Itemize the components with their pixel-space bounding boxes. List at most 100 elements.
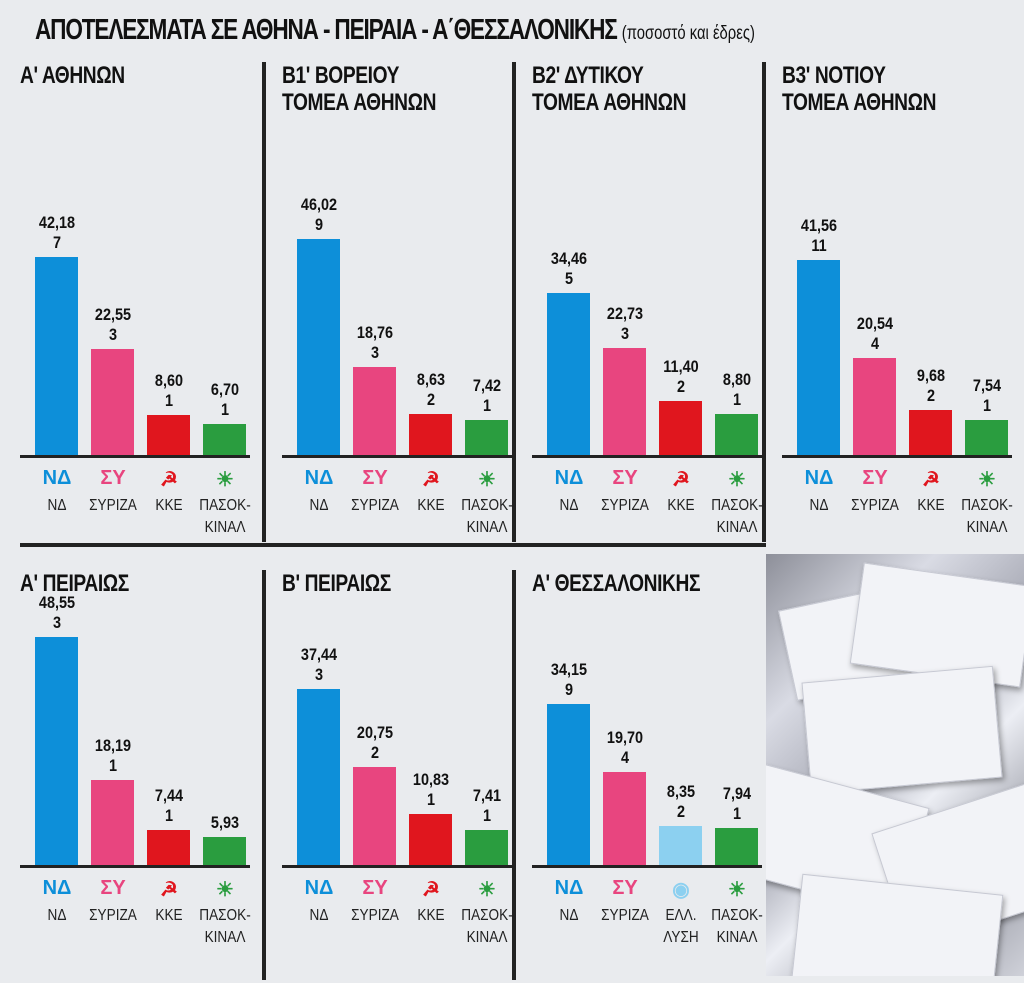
panel-divider bbox=[262, 570, 266, 980]
value-label: 20,54 4 bbox=[845, 314, 905, 354]
party-name: ΝΔ bbox=[309, 497, 329, 514]
seats-label: 1 bbox=[108, 755, 118, 775]
party-name: ΣΥΡΙΖΑ bbox=[89, 497, 137, 514]
percentage-label: 18,76 bbox=[356, 322, 394, 342]
panel-title: Α' ΠΕΙΡΑΙΩΣ bbox=[20, 570, 129, 597]
title-text: ΑΠΟΤΕΛΕΣΜΑΤΑ ΣΕ ΑΘΗΝΑ - ΠΕΙΡΑΙΑ - Α΄ΘΕΣΣ… bbox=[35, 14, 618, 46]
syriza-logo: ΣΥ bbox=[100, 877, 126, 899]
value-label: 34,46 5 bbox=[539, 249, 599, 289]
bar bbox=[297, 238, 340, 455]
seats-label: 4 bbox=[620, 748, 630, 768]
panel-title: Α' ΘΕΣΣΑΛΟΝΙΚΗΣ bbox=[532, 570, 701, 597]
bar bbox=[715, 827, 758, 865]
party-name: ΝΔ bbox=[309, 907, 329, 924]
chart-panel: Α' ΠΕΙΡΑΙΩΣ 48,55 3 ΝΔ ΝΔ 18,19 1 ΣΥ ΣΥΡΙΖΑ 7,44 1… bbox=[0, 570, 251, 980]
syriza-logo: ΣΥ bbox=[612, 467, 638, 489]
seats-label: 3 bbox=[620, 324, 630, 344]
percentage-label: 8,80 bbox=[722, 369, 752, 389]
bar bbox=[297, 689, 340, 865]
value-label: 11,40 2 bbox=[651, 357, 711, 397]
chart-panel: Β2' ΔΥΤΙΚΟΥ ΤΟΜΕΑ ΑΘΗΝΩΝ 34,46 5 ΝΔ ΝΔ 22,73 3… bbox=[512, 62, 763, 542]
party-name: ΣΥΡΙΖΑ bbox=[601, 907, 649, 924]
party-name: ΠΑΣΟΚ- ΚΙΝΑΛ bbox=[461, 497, 513, 536]
party-name: ΝΔ bbox=[559, 497, 579, 514]
bar bbox=[91, 779, 134, 865]
party-name: ΠΑΣΟΚ- ΚΙΝΑΛ bbox=[711, 907, 763, 946]
chart-panel: Β3' ΝΟΤΙΟΥ ΤΟΜΕΑ ΑΘΗΝΩΝ 41,56 11 ΝΔ ΝΔ 20,54 4… bbox=[762, 62, 1013, 542]
percentage-label: 22,55 bbox=[94, 305, 132, 324]
party-name: ΣΥΡΙΖΑ bbox=[351, 497, 399, 514]
pasok-sun-icon: ☀ bbox=[216, 879, 234, 901]
chart-panel: Α' ΑΘΗΝΩΝ 42,18 7 ΝΔ ΝΔ 22,55 3 ΣΥ ΣΥΡΙΖΑ 8,60 1 ☭ Κ… bbox=[0, 62, 251, 542]
value-label: 8,80 1 bbox=[707, 370, 767, 410]
percentage-label: 8,63 bbox=[416, 370, 446, 390]
hammer-sickle-icon: ☭ bbox=[922, 469, 940, 491]
baseline-axis bbox=[532, 865, 762, 868]
percentage-label: 11,40 bbox=[663, 357, 699, 377]
hammer-sickle-icon: ☭ bbox=[422, 879, 440, 901]
ΝΔ-logo: ΝΔ bbox=[554, 877, 584, 899]
value-label: 48,55 3 bbox=[27, 593, 87, 633]
seats-label: 2 bbox=[676, 377, 686, 397]
syriza-logo: ΣΥ bbox=[100, 467, 126, 489]
percentage-label: 8,35 bbox=[666, 781, 696, 801]
bar bbox=[797, 259, 840, 455]
baseline-axis bbox=[282, 865, 512, 868]
bar bbox=[353, 767, 396, 865]
panel-divider bbox=[512, 570, 516, 980]
value-label: 6,70 1 bbox=[195, 380, 255, 420]
bar bbox=[659, 825, 702, 865]
panel-title: Β3' ΝΟΤΙΟΥ ΤΟΜΕΑ ΑΘΗΝΩΝ bbox=[782, 62, 937, 116]
value-label: 10,83 1 bbox=[401, 770, 461, 810]
bar bbox=[465, 420, 508, 455]
bar bbox=[465, 830, 508, 865]
bar bbox=[147, 414, 190, 455]
value-label: 7,54 1 bbox=[957, 376, 1017, 416]
seats-label: 1 bbox=[982, 395, 992, 415]
pasok-sun-icon: ☀ bbox=[478, 879, 496, 901]
percentage-label: 34,15 bbox=[550, 660, 588, 680]
bar bbox=[715, 413, 758, 455]
party-name: ΚΚΕ bbox=[155, 907, 183, 924]
seats-label: 1 bbox=[482, 396, 492, 416]
percentage-label: 8,60 bbox=[154, 370, 184, 390]
ΝΔ-logo: ΝΔ bbox=[42, 877, 72, 899]
value-label: 9,68 2 bbox=[901, 366, 961, 406]
percentage-label: 7,42 bbox=[472, 376, 502, 396]
elliniki-lysi-logo: ◉ bbox=[672, 879, 690, 901]
seats-label: 11 bbox=[811, 235, 827, 255]
seats-label: 1 bbox=[732, 803, 742, 823]
seats-label: 3 bbox=[370, 342, 380, 362]
seats-label: 9 bbox=[314, 214, 324, 234]
bar bbox=[547, 293, 590, 455]
ΝΔ-logo: ΝΔ bbox=[42, 467, 72, 489]
party-name: ΣΥΡΙΖΑ bbox=[89, 907, 137, 924]
percentage-label: 20,75 bbox=[356, 723, 394, 743]
value-label: 8,63 2 bbox=[401, 370, 461, 410]
syriza-logo: ΣΥ bbox=[362, 467, 388, 489]
percentage-label: 46,02 bbox=[300, 194, 338, 214]
percentage-label: 19,70 bbox=[606, 728, 644, 748]
row-divider bbox=[20, 543, 766, 547]
panel-divider bbox=[262, 62, 266, 542]
party-name: ΝΔ bbox=[559, 907, 579, 924]
percentage-label: 22,73 bbox=[606, 304, 644, 324]
percentage-label: 48,55 bbox=[38, 592, 76, 612]
seats-label: 3 bbox=[314, 665, 324, 685]
value-label: 41,56 11 bbox=[789, 216, 849, 256]
percentage-label: 37,44 bbox=[300, 645, 338, 665]
baseline-axis bbox=[282, 455, 512, 458]
party-name: ΣΥΡΙΖΑ bbox=[851, 497, 899, 514]
value-label: 46,02 9 bbox=[289, 195, 349, 235]
subtitle: (ποσοστό και έδρες) bbox=[621, 23, 755, 44]
hammer-sickle-icon: ☭ bbox=[672, 469, 690, 491]
seats-label: 7 bbox=[52, 232, 62, 252]
panel-divider bbox=[762, 62, 766, 542]
party-name: ΣΥΡΙΖΑ bbox=[351, 907, 399, 924]
seats-label: 2 bbox=[370, 743, 380, 763]
panel-title: Β' ΠΕΙΡΑΙΩΣ bbox=[282, 570, 391, 597]
bar bbox=[147, 830, 190, 865]
bar bbox=[603, 772, 646, 865]
bar bbox=[35, 636, 78, 865]
value-label: 7,94 1 bbox=[707, 784, 767, 824]
